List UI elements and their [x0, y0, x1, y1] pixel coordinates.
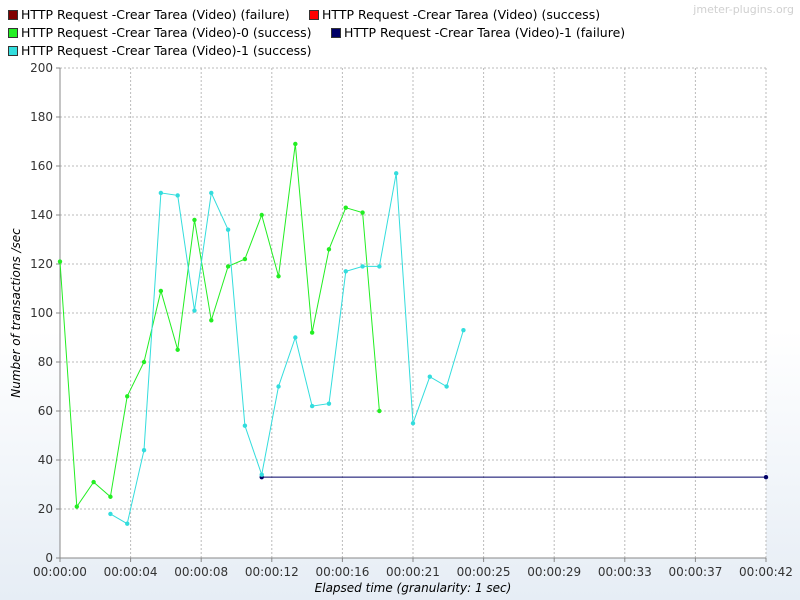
series-4-point [360, 264, 365, 269]
legend-item-4: HTTP Request -Crear Tarea (Video)-1 (suc… [8, 43, 312, 58]
series-4-point [125, 521, 130, 526]
series-2-point [57, 259, 63, 264]
y-tick-label: 140 [30, 208, 53, 222]
series-2-point [108, 494, 113, 499]
series-4-point [141, 448, 147, 453]
series-3-point [763, 474, 769, 480]
y-tick-label: 200 [30, 61, 53, 75]
x-tick-label: 00:00:04 [104, 565, 158, 579]
legend-swatch-0 [8, 9, 18, 20]
series-4-point [259, 472, 264, 477]
tick-labels: 0 20 40 60 80 100 120 140 160 180 200 00:00:00 00:00… [30, 61, 793, 579]
series-2-point [192, 217, 197, 223]
y-tick-label: 100 [30, 306, 53, 320]
legend-item-0: HTTP Request -Crear Tarea (Video) (failu… [8, 7, 290, 22]
series-4-point [377, 264, 382, 269]
series-2-point [175, 347, 180, 352]
legend-label-0: HTTP Request -Crear Tarea (Video) (failu… [21, 7, 290, 22]
x-tick-label: 00:00:12 [245, 565, 299, 579]
series-4-point [326, 401, 332, 406]
x-tick-label: 00:00:00 [33, 565, 87, 579]
x-tick-label: 00:00:16 [315, 565, 369, 579]
series-4-point [108, 511, 113, 517]
series-4-point [209, 190, 214, 196]
y-tick-label: 40 [38, 453, 53, 467]
series-2-point [276, 274, 281, 279]
series-2-point [242, 256, 248, 262]
x-tick-label: 00:00:21 [386, 565, 440, 579]
x-axis-label: Elapsed time (granularity: 1 sec) [315, 581, 512, 595]
y-tick-label: 180 [30, 110, 53, 124]
x-tick-label: 00:00:25 [457, 565, 511, 579]
series-4-point [410, 421, 416, 426]
series-2-point [259, 212, 264, 218]
series-4-point [444, 384, 449, 389]
y-axis-label: Number of transactions /sec [9, 228, 23, 398]
legend-label-4: HTTP Request -Crear Tarea (Video)-1 (suc… [21, 43, 312, 58]
legend-swatch-3 [331, 27, 341, 38]
x-tick-label: 00:00:33 [598, 565, 652, 579]
series-2-point [158, 288, 164, 294]
y-tick-label: 60 [38, 404, 53, 418]
series-2-point [309, 330, 315, 335]
series-2-point [293, 141, 298, 147]
y-tick-label: 80 [38, 355, 53, 369]
y-tick-label: 0 [45, 551, 53, 565]
series-2-point [74, 504, 80, 509]
legend-item-3: HTTP Request -Crear Tarea (Video)-1 (fai… [331, 25, 625, 40]
legend-swatch-2 [8, 27, 18, 38]
series-line-2 [59, 143, 380, 509]
series-4-point [158, 190, 164, 196]
legend-item-2: HTTP Request -Crear Tarea (Video)-0 (suc… [8, 25, 312, 40]
x-tick-label: 00:00:42 [739, 565, 793, 579]
series-2-point [209, 318, 214, 323]
series-4-point [309, 403, 315, 409]
series-line-4 [110, 173, 464, 525]
series-2-point [141, 359, 147, 365]
legend-label-2: HTTP Request -Crear Tarea (Video)-0 (suc… [21, 25, 312, 40]
series-2-point [360, 210, 365, 215]
series-4-point [293, 335, 298, 340]
series-4-point [242, 423, 248, 428]
watermark: jmeter-plugins.org [693, 3, 794, 16]
series-4-point [427, 374, 433, 379]
legend-item-1: HTTP Request -Crear Tarea (Video) (succe… [309, 7, 600, 22]
y-tick-label: 20 [38, 502, 53, 516]
series-2-point [343, 205, 348, 210]
series-4-point [192, 308, 197, 313]
legend-label-1: HTTP Request -Crear Tarea (Video) (succe… [322, 7, 601, 22]
series-4-point [343, 269, 348, 274]
series-4-point [461, 327, 466, 333]
series-2-point [91, 479, 96, 485]
series-2-point [326, 247, 332, 252]
series-2-point [225, 264, 231, 269]
series-2-point [377, 408, 382, 414]
series-4-point [175, 193, 180, 198]
legend-label-3: HTTP Request -Crear Tarea (Video)-1 (fai… [344, 25, 626, 40]
x-tick-label: 00:00:37 [668, 565, 722, 579]
legend-swatch-4 [8, 45, 18, 56]
x-tick-label: 00:00:29 [527, 565, 581, 579]
axes [56, 67, 767, 562]
series-layer [57, 141, 769, 526]
series-4-point [276, 384, 281, 389]
legend: HTTP Request -Crear Tarea (Video) (failu… [0, 0, 800, 62]
legend-swatch-1 [309, 9, 319, 20]
y-tick-label: 120 [30, 257, 53, 271]
x-tick-label: 00:00:08 [174, 565, 228, 579]
series-2-point [125, 394, 130, 399]
y-tick-label: 160 [30, 159, 53, 173]
series-4-point [225, 227, 231, 232]
series-4-point [393, 171, 399, 176]
grid [60, 67, 767, 558]
